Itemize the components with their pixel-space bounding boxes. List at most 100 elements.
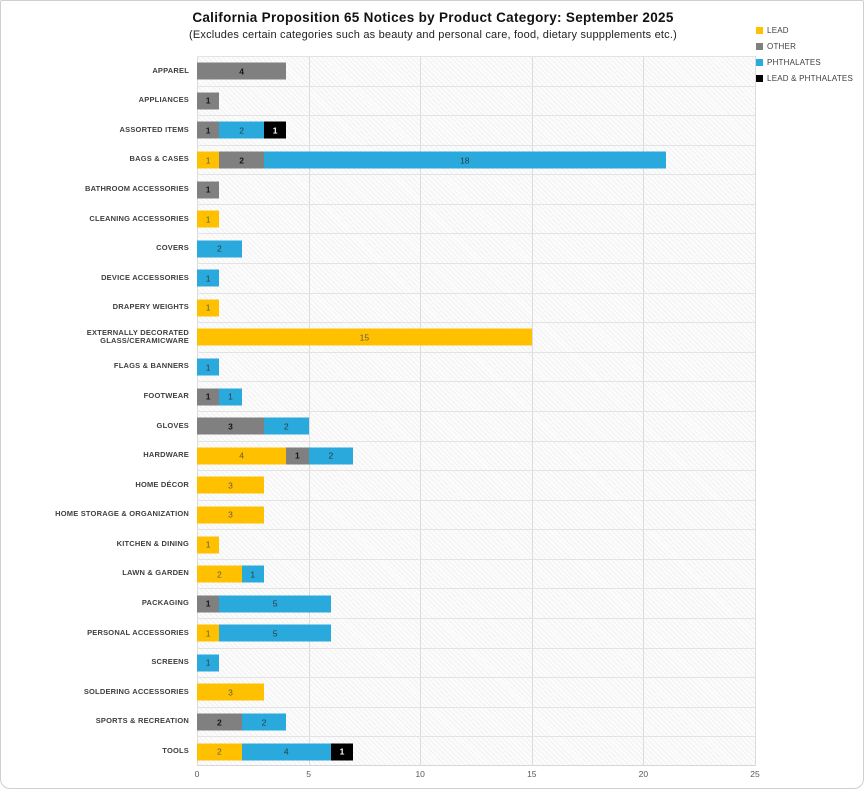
stacked-bar: 2 xyxy=(197,240,242,258)
category-row-externally-decorated-glass-ceramicware: EXTERNALLY DECORATED GLASS/CERAMICWARE 15 xyxy=(1,322,863,352)
bar-track: 1 2 18 xyxy=(197,144,755,175)
bar-track: 1 xyxy=(197,203,755,234)
bar-segment-other: 1 xyxy=(286,447,309,465)
bar-segment-phthalates: 2 xyxy=(263,417,309,435)
category-row-sports-recreation: SPORTS & RECREATION 2 2 xyxy=(1,706,863,737)
bar-segment-other: 3 xyxy=(197,417,264,435)
bar-segment-lead: 3 xyxy=(197,506,264,524)
bar-segment-other: 1 xyxy=(197,388,220,406)
stacked-bar: 3 xyxy=(197,476,264,494)
category-row-personal-accessories: PERSONAL ACCESSORIES 1 5 xyxy=(1,617,863,648)
bar-segment-other: 4 xyxy=(197,62,287,80)
category-label: BATHROOM ACCESSORIES xyxy=(84,183,189,193)
bar-track: 1 xyxy=(197,529,755,559)
bar-segment-phthalates: 5 xyxy=(219,595,331,613)
category-label: EXTERNALLY DECORATED GLASS/CERAMICWARE xyxy=(86,327,189,345)
bar-segment-phthalates: 1 xyxy=(197,269,220,287)
stacked-bar: 1 xyxy=(197,181,220,199)
category-label: BAGS & CASES xyxy=(129,154,189,164)
chart-title: California Proposition 65 Notices by Pro… xyxy=(192,10,674,25)
category-row-hardware: HARDWARE 4 1 2 xyxy=(1,440,863,471)
category-label: GLOVES xyxy=(156,420,189,430)
bar-segment-lead: 1 xyxy=(197,299,220,317)
bar-segment-phthalates: 2 xyxy=(219,121,264,139)
bar-track: 1 xyxy=(197,292,755,323)
x-tick-label-0: 0 xyxy=(194,769,200,779)
legend-label: LEAD xyxy=(767,26,789,35)
bar-segment-lead: 1 xyxy=(197,151,220,169)
category-row-flags-banners: FLAGS & BANNERS 1 xyxy=(1,351,863,382)
phthalates-swatch-icon xyxy=(756,59,764,66)
legend-item-phthalates: PHTHALATES xyxy=(756,58,853,67)
bar-track: 15 xyxy=(197,322,755,352)
category-label: APPLIANCES xyxy=(138,95,189,105)
category-row-apparel: APPAREL 4 xyxy=(1,56,863,86)
category-label: PACKAGING xyxy=(141,598,189,608)
bar-segment-phthalates: 1 xyxy=(241,565,264,583)
category-label: FLAGS & BANNERS xyxy=(113,361,189,371)
bar-segment-phthalates: 2 xyxy=(308,447,354,465)
bar-segment-lead: 1 xyxy=(197,536,220,554)
bar-track: 1 xyxy=(197,263,755,293)
category-row-footwear: FOOTWEAR 1 1 xyxy=(1,381,863,411)
x-tick-label-25: 25 xyxy=(750,769,760,779)
bar-segment-lead: 4 xyxy=(197,447,287,465)
bar-track: 1 xyxy=(197,85,755,116)
bar-segment-other: 1 xyxy=(197,181,220,199)
stacked-bar: 1 xyxy=(197,299,220,317)
stacked-bar: 1 xyxy=(197,536,220,554)
legend: LEAD OTHER PHTHALATES LEAD & PHTHALATES xyxy=(756,26,853,83)
bar-segment-phthalates: 1 xyxy=(197,654,220,672)
stacked-bar: 15 xyxy=(197,328,532,346)
bar-segment-other: 2 xyxy=(219,151,264,169)
category-label: KITCHEN & DINING xyxy=(116,538,189,548)
bar-segment-phthalates: 2 xyxy=(241,713,287,731)
category-row-bathroom-accessories: BATHROOM ACCESSORIES 1 xyxy=(1,174,863,204)
bar-track: 4 xyxy=(197,56,755,86)
category-row-device-accessories: DEVICE ACCESSORIES 1 xyxy=(1,263,863,293)
bar-segment-other: 1 xyxy=(197,92,220,110)
legend-label: PHTHALATES xyxy=(767,58,821,67)
category-label: DRAPERY WEIGHTS xyxy=(112,302,189,312)
bar-segment-phthalates: 4 xyxy=(241,743,331,761)
gridline-x-25 xyxy=(755,56,756,766)
bar-segment-lead: 1 xyxy=(197,624,220,642)
stacked-bar: 3 xyxy=(197,683,264,701)
x-tick-label-5: 5 xyxy=(306,769,311,779)
bar-segment-lead: 2 xyxy=(197,743,242,761)
legend-item-lead: LEAD xyxy=(756,26,853,35)
category-label: SPORTS & RECREATION xyxy=(95,716,189,726)
legend-label: LEAD & PHTHALATES xyxy=(767,74,853,83)
category-row-soldering-accessories: SOLDERING ACCESSORIES 3 xyxy=(1,677,863,707)
category-row-packaging: PACKAGING 1 5 xyxy=(1,588,863,618)
x-axis: 0 5 10 15 20 25 xyxy=(194,769,760,785)
bar-segment-lead-phthalates: 1 xyxy=(330,743,354,761)
bar-segment-lead: 1 xyxy=(197,210,220,228)
category-row-lawn-garden: LAWN & GARDEN 2 1 xyxy=(1,558,863,589)
bar-segment-phthalates: 18 xyxy=(263,151,666,169)
category-row-home-storage-organization: HOME STORAGE & ORGANIZATION 3 xyxy=(1,499,863,530)
legend-item-lead-phthalates: LEAD & PHTHALATES xyxy=(756,74,853,83)
lead-swatch-icon xyxy=(756,27,764,34)
category-row-drapery-weights: DRAPERY WEIGHTS 1 xyxy=(1,292,863,323)
category-row-tools: TOOLS 2 4 1 xyxy=(1,736,863,766)
stacked-bar: 1 xyxy=(197,92,220,110)
stacked-bar: 1 xyxy=(197,269,220,287)
stacked-bar: 1 xyxy=(197,358,220,376)
category-label: HOME STORAGE & ORGANIZATION xyxy=(55,509,189,519)
category-label: LAWN & GARDEN xyxy=(122,568,189,578)
stacked-bar: 4 xyxy=(197,62,287,80)
bar-track: 3 xyxy=(197,499,755,530)
x-tick-label-10: 10 xyxy=(415,769,425,779)
bar-track: 1 xyxy=(197,174,755,204)
